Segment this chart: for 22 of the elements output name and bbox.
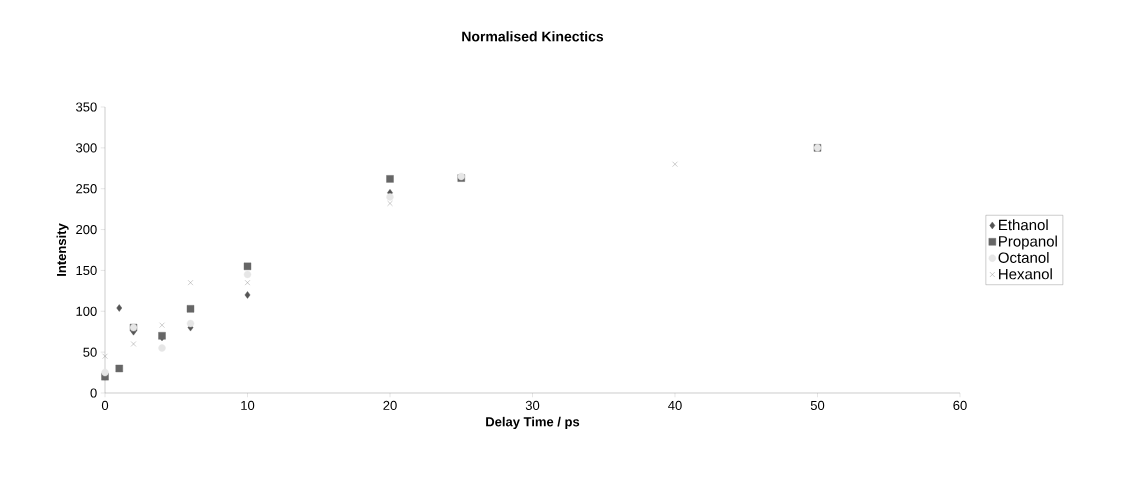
y-tick-label: 300 — [76, 143, 97, 153]
y-tick-label: 200 — [76, 224, 97, 235]
x-tick-label: 10 — [241, 400, 255, 410]
chart-title: Normalised Kinectics — [462, 31, 604, 42]
legend-label: Ethanol — [999, 219, 1048, 231]
x-axis-title: Delay Time / ps — [486, 416, 580, 429]
y-tick-label: 0 — [90, 388, 97, 398]
y-tick-label: 100 — [76, 306, 97, 316]
x-tick-label: 20 — [383, 400, 397, 410]
x-tick-label: 50 — [810, 400, 825, 410]
y-tick-label: 150 — [76, 265, 97, 276]
x-tick-label: 60 — [953, 400, 967, 410]
legend-label: Octanol — [998, 251, 1049, 263]
legend-label: Propanol — [999, 235, 1057, 250]
y-axis-title: Intensity — [56, 223, 69, 276]
y-tick-label: 50 — [83, 347, 97, 357]
y-tick-label: 350 — [76, 102, 97, 112]
x-tick-label: 40 — [668, 400, 682, 410]
legend-label: Hexanol — [999, 268, 1052, 280]
y-tick-label: 250 — [76, 184, 97, 194]
x-tick-label: 0 — [101, 400, 109, 410]
x-tick-label: 30 — [525, 400, 540, 410]
